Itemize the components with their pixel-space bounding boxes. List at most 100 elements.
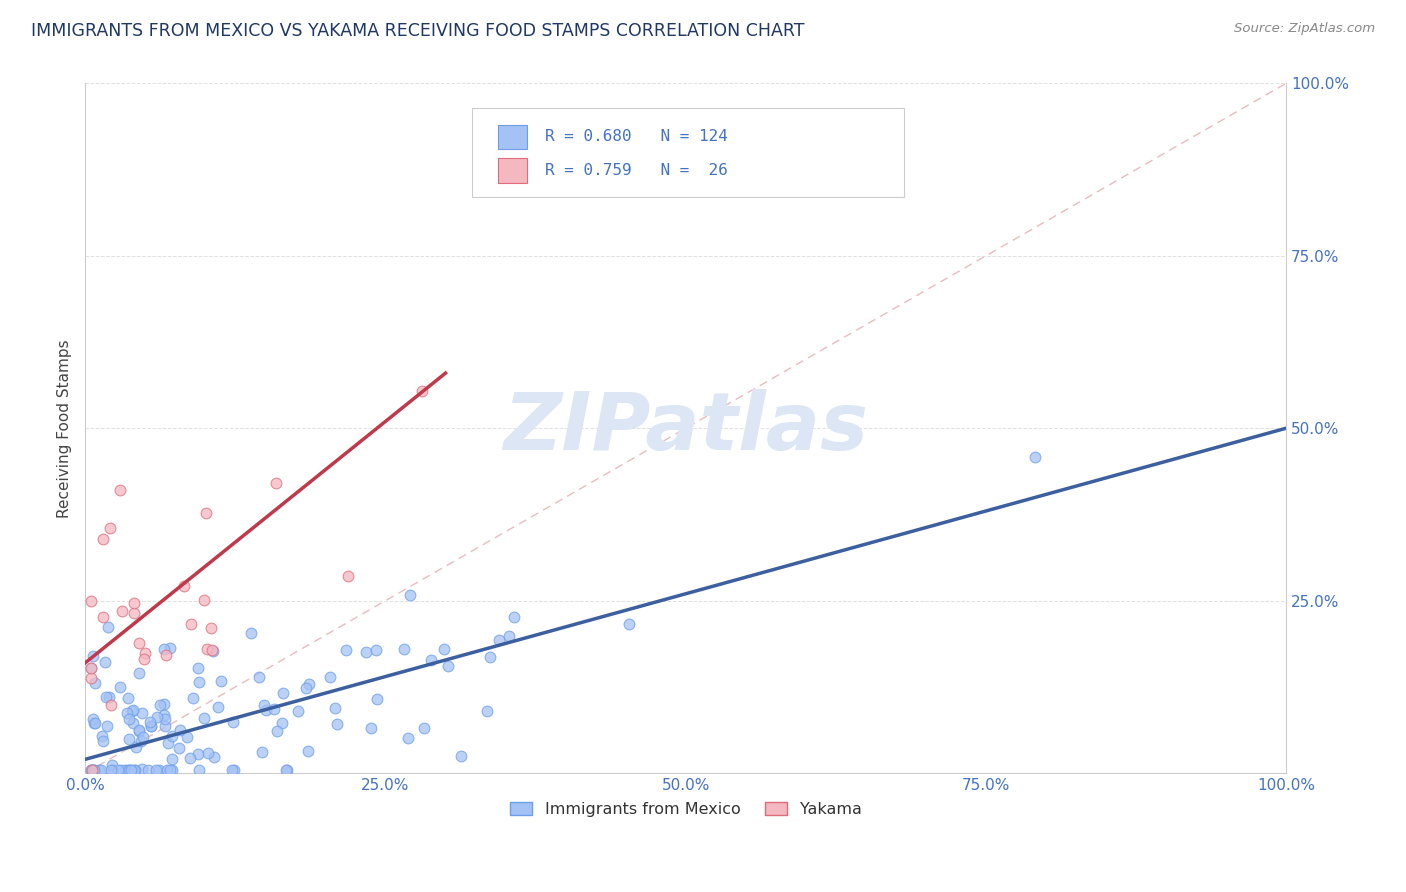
Point bbox=[181, 690, 204, 705]
Point bbox=[398, 588, 420, 602]
Point bbox=[114, 763, 136, 777]
Point bbox=[197, 746, 219, 760]
Point bbox=[156, 736, 179, 750]
Point bbox=[209, 673, 232, 688]
Point bbox=[139, 719, 162, 733]
Point bbox=[138, 714, 160, 729]
Point bbox=[80, 763, 103, 777]
Point bbox=[276, 763, 298, 777]
Point bbox=[498, 629, 520, 643]
Point bbox=[240, 626, 263, 640]
Point bbox=[90, 730, 112, 744]
Point bbox=[179, 751, 201, 765]
Point bbox=[274, 763, 297, 777]
Point bbox=[94, 655, 117, 669]
Point bbox=[128, 723, 150, 738]
Point bbox=[115, 706, 138, 720]
Point bbox=[136, 763, 159, 777]
Point bbox=[155, 719, 177, 733]
Point bbox=[148, 763, 170, 777]
Point bbox=[82, 763, 104, 777]
Point bbox=[202, 749, 225, 764]
Point bbox=[128, 665, 150, 680]
Point bbox=[271, 716, 294, 731]
Point bbox=[84, 676, 107, 690]
Point bbox=[122, 715, 145, 730]
Point bbox=[121, 704, 143, 718]
Point bbox=[412, 721, 434, 735]
Point bbox=[263, 701, 285, 715]
Point bbox=[247, 670, 270, 684]
Point bbox=[103, 763, 125, 777]
Text: R = 0.759   N =  26: R = 0.759 N = 26 bbox=[546, 163, 728, 178]
Point bbox=[202, 644, 225, 658]
Point bbox=[264, 476, 287, 491]
Point bbox=[124, 763, 146, 777]
Point bbox=[80, 671, 103, 685]
Point bbox=[479, 650, 502, 665]
Point bbox=[145, 763, 167, 777]
Point bbox=[80, 594, 103, 608]
Point bbox=[188, 674, 211, 689]
Point bbox=[297, 744, 319, 758]
Point bbox=[201, 643, 224, 657]
FancyBboxPatch shape bbox=[472, 108, 904, 197]
Point bbox=[124, 763, 146, 777]
Point bbox=[131, 762, 153, 776]
Point bbox=[91, 733, 114, 747]
Point bbox=[100, 698, 122, 713]
Point bbox=[129, 733, 152, 747]
Point bbox=[108, 680, 131, 694]
Y-axis label: Receiving Food Stamps: Receiving Food Stamps bbox=[58, 339, 72, 517]
Point bbox=[128, 723, 150, 738]
Point bbox=[124, 596, 146, 610]
Point bbox=[82, 712, 104, 726]
Point bbox=[153, 641, 176, 656]
Point bbox=[91, 532, 114, 546]
Point bbox=[120, 763, 142, 777]
Point bbox=[337, 569, 360, 583]
Point bbox=[354, 645, 377, 659]
Point bbox=[394, 641, 416, 656]
Point bbox=[503, 609, 526, 624]
Point bbox=[131, 706, 153, 720]
Point bbox=[156, 763, 179, 777]
Point bbox=[176, 730, 198, 744]
Point bbox=[436, 658, 458, 673]
Point bbox=[254, 703, 277, 717]
Point bbox=[187, 661, 209, 675]
Point bbox=[132, 652, 155, 666]
Point bbox=[411, 384, 433, 398]
Point bbox=[83, 715, 105, 730]
Text: IMMIGRANTS FROM MEXICO VS YAKAMA RECEIVING FOOD STAMPS CORRELATION CHART: IMMIGRANTS FROM MEXICO VS YAKAMA RECEIVI… bbox=[31, 22, 804, 40]
Point bbox=[153, 712, 176, 726]
Point bbox=[82, 649, 104, 664]
Point bbox=[420, 653, 443, 667]
Point bbox=[153, 698, 176, 712]
Point bbox=[80, 661, 103, 675]
Point bbox=[149, 698, 172, 712]
Point bbox=[221, 763, 243, 777]
Point bbox=[222, 715, 245, 730]
Point bbox=[87, 763, 110, 777]
Point bbox=[323, 700, 346, 714]
Point bbox=[80, 763, 103, 777]
Point bbox=[396, 731, 419, 745]
Point bbox=[100, 763, 122, 777]
Point bbox=[97, 620, 120, 634]
Point bbox=[169, 723, 191, 738]
Point bbox=[195, 641, 218, 656]
Point bbox=[224, 763, 246, 777]
Bar bbox=[498, 125, 527, 149]
Point bbox=[118, 763, 141, 777]
Point bbox=[132, 730, 155, 744]
Point bbox=[188, 763, 211, 777]
Point bbox=[1024, 450, 1046, 465]
Point bbox=[110, 763, 132, 777]
Point bbox=[111, 604, 134, 618]
Point bbox=[107, 763, 129, 777]
Point bbox=[96, 690, 118, 704]
Point bbox=[146, 710, 169, 724]
Point bbox=[118, 732, 141, 747]
Bar bbox=[498, 158, 527, 183]
